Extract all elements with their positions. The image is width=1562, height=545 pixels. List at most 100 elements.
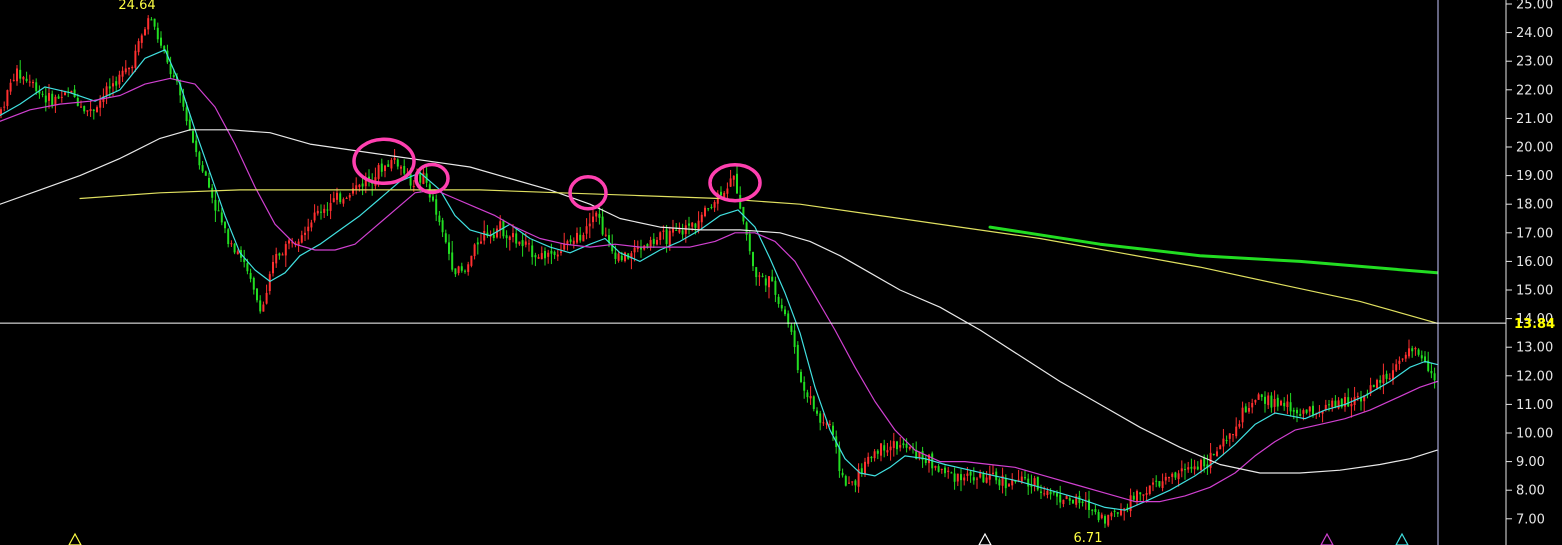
candle-body: [713, 202, 716, 208]
candle-body: [1363, 395, 1366, 402]
candle-body: [1187, 467, 1190, 470]
candle-body: [988, 473, 991, 480]
candle-body: [800, 371, 802, 382]
candle-body: [1078, 496, 1081, 503]
candle-body: [652, 238, 655, 244]
candle-body: [1072, 499, 1074, 504]
candle-body: [976, 478, 978, 480]
candle-body: [780, 304, 783, 309]
candle-body: [12, 79, 15, 81]
candle-body: [211, 187, 214, 198]
moving-average-lines: [0, 49, 1439, 511]
candle-body: [1219, 445, 1222, 450]
candle-body: [1008, 484, 1010, 487]
candle-body: [256, 288, 258, 301]
candle-body: [636, 247, 639, 249]
candle-body: [710, 206, 713, 208]
candle-body: [1344, 396, 1346, 407]
candle-body: [633, 247, 636, 253]
candle-body: [838, 447, 841, 472]
y-tick-label: 16.00: [1516, 255, 1553, 270]
candle-body: [246, 263, 249, 272]
candle-body: [1228, 433, 1231, 439]
candle-body: [601, 216, 604, 235]
candle-body: [1081, 501, 1084, 503]
candle-body: [1360, 397, 1362, 402]
candle-body: [672, 228, 674, 233]
candle-body: [768, 276, 770, 288]
candle-body: [377, 165, 380, 179]
candle-body: [1216, 451, 1218, 457]
candle-body: [1299, 413, 1302, 416]
candle-body: [1248, 407, 1250, 412]
candle-body: [108, 86, 111, 89]
candle-body: [28, 81, 31, 83]
candle-body: [1014, 480, 1017, 482]
candle-body: [531, 245, 534, 258]
candle-body: [297, 241, 300, 246]
candle-body: [1408, 348, 1410, 357]
candle-body: [1036, 476, 1039, 490]
candle-body: [1404, 354, 1407, 359]
candle-body: [1184, 469, 1186, 471]
candle-body: [553, 251, 556, 256]
candle-body: [1043, 493, 1046, 495]
candle-body: [1369, 385, 1372, 394]
candle-body: [547, 252, 550, 257]
candle-body: [1107, 514, 1110, 526]
candle-body: [892, 441, 895, 449]
candle-body: [361, 183, 364, 187]
candle-body: [854, 480, 857, 486]
candle-body: [1164, 476, 1167, 481]
candle-body: [1062, 499, 1065, 505]
candle-body: [409, 172, 412, 186]
candle-body: [422, 172, 425, 184]
candle-body: [950, 472, 953, 474]
candle-body: [1356, 396, 1359, 398]
candle-body: [1334, 400, 1337, 407]
candle-body: [118, 74, 121, 85]
candle-body: [966, 473, 969, 476]
candle-body: [1171, 473, 1174, 477]
candle-body: [188, 119, 191, 130]
candle-body: [752, 252, 754, 267]
candle-body: [572, 240, 575, 244]
signal-markers: [68, 532, 1409, 545]
candle-body: [592, 216, 594, 223]
candle-body: [35, 82, 38, 92]
candle-body: [105, 86, 108, 96]
candle-body: [492, 234, 495, 239]
candle-body: [668, 230, 671, 246]
candle-body: [1190, 466, 1193, 469]
candle-body: [604, 234, 607, 236]
candle-body: [656, 239, 658, 245]
signal-triangle-marker: [1320, 532, 1334, 545]
candle-body: [556, 254, 559, 257]
candle-body: [844, 476, 847, 486]
candle-body: [1139, 492, 1142, 495]
candle-body: [1232, 434, 1234, 436]
candle-body: [144, 29, 146, 36]
candle-body: [48, 93, 50, 101]
candle-body: [275, 253, 278, 264]
candle-body: [1321, 411, 1324, 414]
candle-body: [771, 276, 774, 282]
candle-body: [96, 107, 98, 113]
candle-body: [742, 206, 745, 222]
candle-body: [524, 241, 527, 245]
signal-triangle-marker: [1395, 532, 1409, 545]
candle-body: [1011, 479, 1014, 486]
candle-body: [963, 477, 966, 481]
y-tick-label: 8.00: [1516, 484, 1545, 499]
candle-body: [940, 468, 943, 471]
candle-body: [19, 69, 22, 79]
candle-body: [985, 477, 988, 483]
candle-body: [83, 106, 86, 112]
candle-body: [675, 229, 678, 231]
candle-body: [1068, 498, 1071, 501]
highlight-circles: [352, 137, 762, 211]
candle-body: [345, 197, 348, 199]
candle-body: [473, 244, 476, 257]
candle-body: [512, 233, 514, 238]
